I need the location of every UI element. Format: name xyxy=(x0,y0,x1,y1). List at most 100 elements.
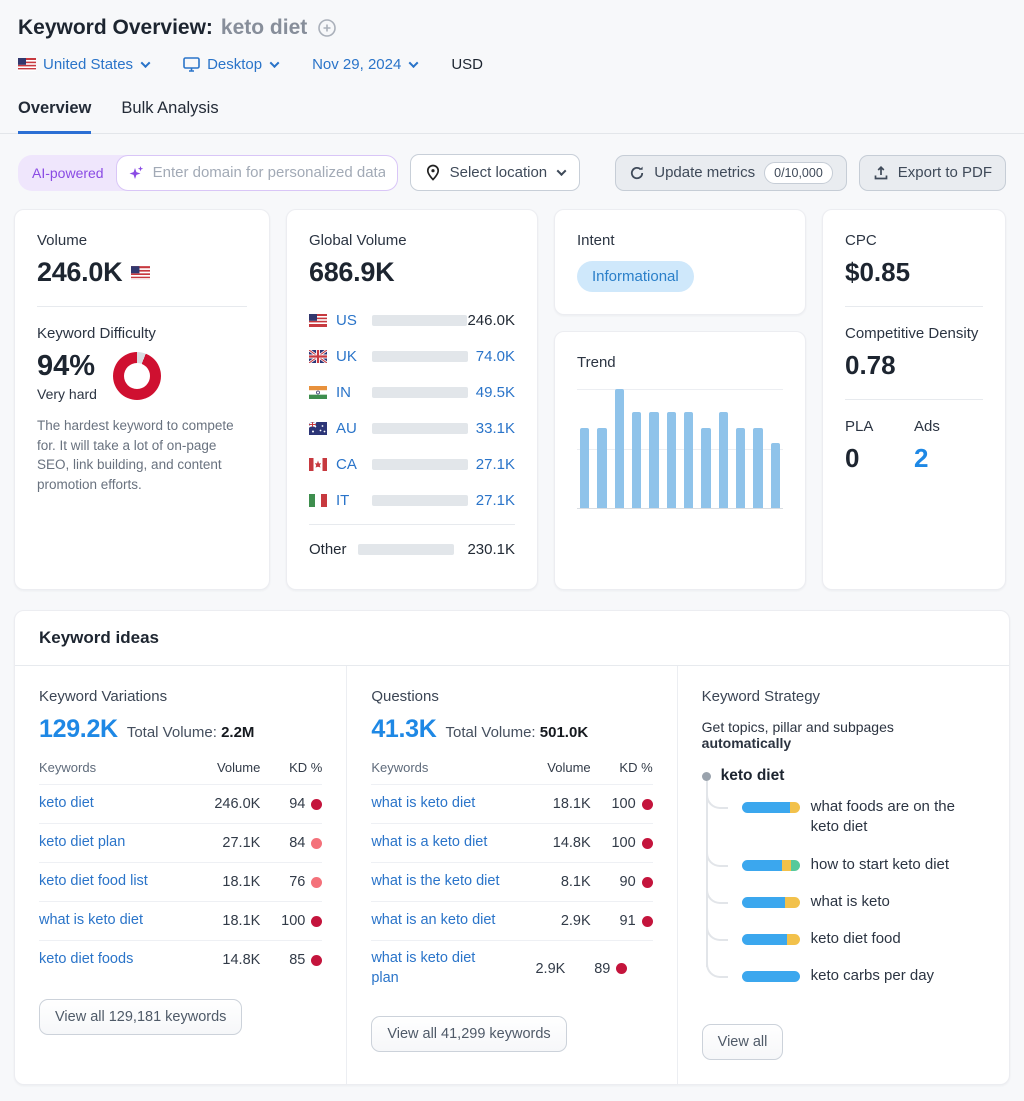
keyword-link[interactable]: what is an keto diet xyxy=(371,912,496,929)
strategy-item: keto diet food xyxy=(705,912,985,949)
page-title: Keyword Overview: xyxy=(18,16,213,39)
keyword-link[interactable]: keto diet food list xyxy=(39,873,148,890)
trend-bar xyxy=(614,389,624,508)
chevron-down-icon xyxy=(408,58,419,69)
strategy-item-label[interactable]: keto carbs per day xyxy=(810,967,935,985)
topic-share-bar xyxy=(741,896,800,908)
country-code-link[interactable]: UK xyxy=(336,347,357,365)
country-volume: 74.0K xyxy=(475,347,515,365)
keyword-link[interactable]: what is keto diet xyxy=(371,795,476,812)
kd-dot xyxy=(616,963,628,974)
pla-label: PLA xyxy=(845,418,874,435)
keyword-link[interactable]: what is a keto diet xyxy=(371,834,488,851)
view-all-questions-button[interactable]: View all 41,299 keywords xyxy=(371,1016,567,1052)
strategy-item-label[interactable]: how to start keto diet xyxy=(810,855,950,873)
tab-bulk-analysis[interactable]: Bulk Analysis xyxy=(121,99,219,117)
other-label: Other xyxy=(309,540,347,558)
divider xyxy=(845,399,983,400)
ai-powered-badge: AI-powered xyxy=(32,164,104,181)
country-code-link[interactable]: IN xyxy=(336,383,351,401)
table-row: what is the keto diet 8.1K 90 xyxy=(371,862,653,901)
keyword-link[interactable]: keto diet xyxy=(39,795,94,812)
volume-label: Volume xyxy=(37,232,88,249)
ads-value[interactable]: 2 xyxy=(914,443,929,473)
global-volume-value: 686.9K xyxy=(309,257,395,287)
country-code-link[interactable]: CA xyxy=(336,455,357,473)
keyword-link[interactable]: what is keto diet xyxy=(39,912,143,929)
trend-bar xyxy=(701,428,711,508)
add-keyword-icon[interactable] xyxy=(317,18,337,38)
keyword-difficulty-level: Very hard xyxy=(37,386,97,402)
trend-bar xyxy=(597,428,607,508)
uk-flag-icon xyxy=(309,349,327,363)
global-row-it: IT 27.1K xyxy=(309,482,515,518)
export-pdf-button[interactable]: Export to PDF xyxy=(858,154,1006,191)
metric-cards: Volume 246.0K Keyword Difficulty 94% Ver… xyxy=(0,209,1024,590)
total-volume-label: Total Volume: xyxy=(126,724,217,741)
trend-bar xyxy=(580,428,590,508)
device-filter-label: Desktop xyxy=(207,56,263,73)
kd-dot xyxy=(641,798,653,810)
questions-count: 41.3K xyxy=(371,715,437,743)
global-row-ca: CA 27.1K xyxy=(309,446,515,482)
trend-bar xyxy=(649,411,659,508)
keyword-ideas-panel: Keyword ideas Keyword Variations 129.2K … xyxy=(14,610,1010,1085)
tab-overview[interactable]: Overview xyxy=(18,99,92,134)
strategy-root-label: keto diet xyxy=(720,767,785,784)
intent-card: Intent Informational xyxy=(554,209,806,315)
country-volume: 246.0K xyxy=(467,311,515,329)
sparkles-icon xyxy=(129,165,145,181)
global-row-uk: UK 74.0K xyxy=(309,338,515,374)
topic-share-bar xyxy=(741,934,800,945)
keyword-strategy-column: Keyword Strategy Get topics, pillar and … xyxy=(678,666,1009,1084)
table-row: keto diet food list 18.1K 76 xyxy=(39,862,323,901)
intent-trend-column: Intent Informational Trend xyxy=(554,209,806,590)
domain-input[interactable] xyxy=(152,164,385,181)
trend-bar xyxy=(718,411,728,508)
keyword-link[interactable]: keto diet plan xyxy=(39,834,126,851)
keyword-link[interactable]: what is keto diet plan xyxy=(371,949,476,986)
view-all-variations-button[interactable]: View all 129,181 keywords xyxy=(39,999,243,1035)
questions-title: Questions xyxy=(371,688,439,705)
country-code-link[interactable]: AU xyxy=(336,419,357,437)
keyword-name: keto diet xyxy=(220,16,308,39)
global-row-other: Other 230.1K xyxy=(309,531,515,567)
global-volume-label: Global Volume xyxy=(309,232,407,249)
trend-bar xyxy=(666,411,676,508)
table-header: Keywords Volume KD % xyxy=(371,760,653,775)
intent-badge[interactable]: Informational xyxy=(577,261,694,292)
update-metrics-button[interactable]: Update metrics 0/10,000 xyxy=(615,154,847,191)
keyword-link[interactable]: keto diet foods xyxy=(39,951,134,968)
strategy-item-label[interactable]: keto diet food xyxy=(810,930,901,947)
total-volume-label: Total Volume: xyxy=(445,724,536,741)
date-filter[interactable]: Nov 29, 2024 xyxy=(312,56,419,73)
global-volume-list: US 246.0K UK 74.0K IN 49.5K AU 33.1K xyxy=(309,302,515,567)
country-filter[interactable]: United States xyxy=(18,56,151,73)
keyword-link[interactable]: what is the keto diet xyxy=(371,873,500,890)
strategy-item: what foods are on the keto diet xyxy=(705,781,985,838)
global-row-in: IN 49.5K xyxy=(309,374,515,410)
table-row: keto diet 246.0K 94 xyxy=(39,784,323,823)
strategy-item: what is keto xyxy=(705,875,985,912)
strategy-item-label[interactable]: what foods are on the keto diet xyxy=(810,798,955,836)
country-code-link[interactable]: US xyxy=(336,311,357,329)
cpc-value: $0.85 xyxy=(845,257,911,287)
view-all-strategy-button[interactable]: View all xyxy=(701,1023,784,1060)
country-volume: 49.5K xyxy=(475,383,515,401)
location-select[interactable]: Select location xyxy=(409,154,581,191)
country-code-link[interactable]: IT xyxy=(336,491,350,509)
it-flag-icon xyxy=(309,493,327,507)
topic-share-bar xyxy=(741,971,800,983)
keyword-difficulty-description: The hardest keyword to compete for. It w… xyxy=(37,418,234,492)
global-volume-card: Global Volume 686.9K US 246.0K UK 74.0K … xyxy=(286,209,538,590)
trend-bar xyxy=(683,411,694,508)
trend-bar xyxy=(753,428,763,508)
page-header: Keyword Overview: keto diet United State… xyxy=(0,0,1024,73)
us-flag-icon xyxy=(309,313,327,327)
competitive-density-value: 0.78 xyxy=(845,350,896,380)
strategy-item-label[interactable]: what is keto xyxy=(810,892,890,910)
in-flag-icon xyxy=(309,385,327,399)
kd-dot xyxy=(311,915,323,927)
strategy-tree: what foods are on the keto diet how to s… xyxy=(705,781,985,987)
device-filter[interactable]: Desktop xyxy=(183,56,280,73)
